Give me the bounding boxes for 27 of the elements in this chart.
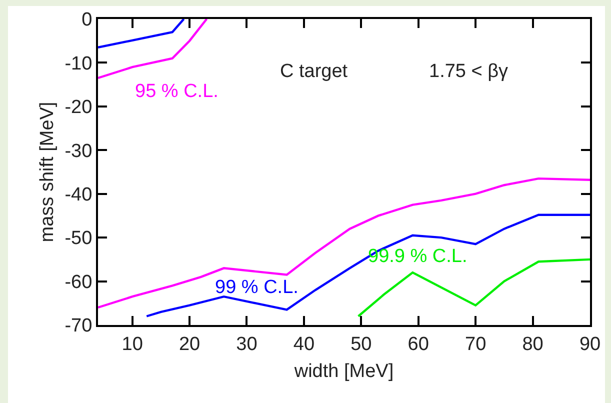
y-tick-label: 0 <box>82 10 92 31</box>
y-tick-label: -50 <box>64 228 92 250</box>
annotation: 1.75 < βγ <box>429 61 509 82</box>
series-label: 99.9 % C.L. <box>368 246 468 267</box>
x-tick-label: 10 <box>122 334 143 355</box>
y-tick-label: -70 <box>64 316 92 337</box>
x-tick-label: 90 <box>579 334 601 355</box>
y-tick-label: -20 <box>64 97 92 118</box>
x-tick-label: 40 <box>293 334 315 355</box>
annotation: C target <box>280 61 348 82</box>
y-tick-label: -30 <box>64 140 92 162</box>
line-series <box>98 177 590 309</box>
line-series <box>146 214 590 318</box>
y-tick-label: -10 <box>64 53 92 74</box>
x-tick-label: 60 <box>408 334 429 355</box>
x-tick-label: 30 <box>236 334 258 355</box>
y-tick-label: -40 <box>64 184 92 206</box>
x-tick-label: 70 <box>465 334 486 355</box>
x-tick-label: 20 <box>178 334 200 355</box>
y-tick-label: -60 <box>64 272 92 293</box>
x-axis-title: width [MeV] <box>293 361 394 382</box>
x-tick-label: 50 <box>350 334 372 355</box>
line-series <box>98 19 208 80</box>
y-axis-title: mass shift [MeV] <box>37 102 58 242</box>
series-label: 95 % C.L. <box>135 81 218 102</box>
x-tick-label: 80 <box>522 334 544 355</box>
series-label: 99 % C.L. <box>215 277 298 298</box>
